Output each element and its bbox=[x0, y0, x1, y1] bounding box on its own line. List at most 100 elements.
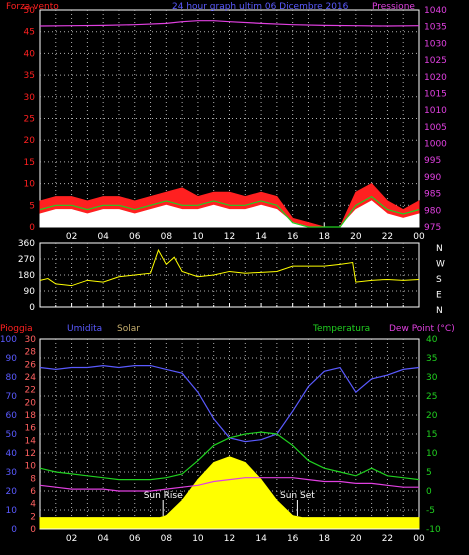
temp-tick-label: 5 bbox=[426, 468, 432, 478]
x-tick-label: 14 bbox=[255, 232, 267, 242]
x-tick-label: 22 bbox=[382, 232, 393, 242]
humidity-tick-label: 10 bbox=[6, 506, 18, 516]
humidity-tick-label: 0 bbox=[11, 525, 17, 535]
x-tick-label: 18 bbox=[319, 232, 331, 242]
left-tick-label: 270 bbox=[18, 255, 35, 265]
x-tick-label: 08 bbox=[161, 232, 173, 242]
rain-tick-label: 10 bbox=[25, 462, 37, 472]
x-tick-label: 02 bbox=[66, 534, 77, 544]
x-tick-label: 12 bbox=[224, 232, 235, 242]
x-tick-label: 08 bbox=[161, 534, 173, 544]
chart-title: 24 hour graph ultim 06 Dicembre 2016 bbox=[172, 2, 349, 12]
humidity-tick-label: 70 bbox=[6, 392, 18, 402]
left-tick-label: 25 bbox=[24, 115, 35, 125]
annotation-label: Sun Rise bbox=[144, 491, 183, 501]
temp-tick-label: 40 bbox=[426, 335, 438, 345]
rain-tick-label: 24 bbox=[25, 373, 37, 383]
right-tick-label: 1035 bbox=[424, 23, 447, 33]
rain-tick-label: 0 bbox=[30, 525, 36, 535]
x-tick-label: 22 bbox=[382, 534, 393, 544]
right-tick-label: 1015 bbox=[424, 89, 447, 99]
right-tick-label: 1040 bbox=[424, 6, 447, 16]
temp-tick-label: -10 bbox=[426, 525, 441, 535]
temp-tick-label: 15 bbox=[426, 430, 437, 440]
x-tick-label: 20 bbox=[350, 232, 362, 242]
humidity-tick-label: 80 bbox=[6, 373, 18, 383]
rain-tick-label: 28 bbox=[25, 348, 37, 358]
left-tick-label: 30 bbox=[24, 93, 36, 103]
right-tick-label: 985 bbox=[424, 190, 441, 200]
left-tick-label: 45 bbox=[24, 28, 35, 38]
humidity-tick-label: 30 bbox=[6, 468, 18, 478]
wind-pressure-panel: 0510152025303540455097598098599099510001… bbox=[6, 2, 447, 242]
rain-tick-label: 20 bbox=[25, 398, 37, 408]
series-magenta-line bbox=[39, 477, 419, 492]
left-tick-label: 50 bbox=[24, 6, 36, 16]
series-green-line bbox=[39, 195, 420, 228]
humidity-tick-label: 50 bbox=[6, 430, 18, 440]
right-tick-label: 1005 bbox=[424, 123, 447, 133]
left-tick-label: 0 bbox=[29, 303, 35, 313]
right-tick-label: 990 bbox=[424, 173, 441, 183]
temp-tick-label: -5 bbox=[426, 506, 435, 516]
compass-label: N bbox=[436, 306, 443, 316]
x-tick-label: 04 bbox=[97, 534, 109, 544]
right-tick-label: 1025 bbox=[424, 56, 447, 66]
annotation-label: Sun Set bbox=[280, 491, 315, 501]
left-tick-label: 90 bbox=[24, 287, 36, 297]
right-tick-label: 975 bbox=[424, 223, 441, 233]
series-green-line bbox=[39, 431, 420, 481]
compass-label: E bbox=[436, 291, 442, 301]
temp-tick-label: 30 bbox=[426, 373, 438, 383]
left-axis-label: Forza vento bbox=[6, 2, 59, 12]
rain-tick-label: 2 bbox=[30, 512, 36, 522]
left-tick-label: 15 bbox=[24, 158, 35, 168]
x-tick-label: 16 bbox=[287, 232, 299, 242]
dewpoint-axis-label: Dew Point (°C) bbox=[389, 324, 455, 334]
rain-humidity-temp-panel: 0102030405060708090100024681012141618202… bbox=[0, 324, 455, 544]
right-tick-label: 1030 bbox=[424, 39, 447, 49]
x-tick-label: 00 bbox=[413, 232, 425, 242]
x-tick-label: 02 bbox=[66, 232, 77, 242]
temp-tick-label: 20 bbox=[426, 411, 438, 421]
x-tick-label: 20 bbox=[350, 534, 362, 544]
humidity-tick-label: 90 bbox=[6, 354, 18, 364]
solar-axis-label: Solar bbox=[117, 324, 140, 334]
rain-tick-label: 6 bbox=[30, 487, 36, 497]
x-tick-label: 10 bbox=[192, 232, 204, 242]
x-tick-label: 10 bbox=[192, 534, 204, 544]
x-tick-label: 00 bbox=[413, 534, 425, 544]
x-tick-label: 06 bbox=[129, 534, 141, 544]
x-tick-label: 04 bbox=[97, 232, 109, 242]
humidity-tick-label: 100 bbox=[0, 335, 17, 345]
temp-tick-label: 0 bbox=[426, 487, 432, 497]
series-direction-line bbox=[39, 248, 420, 287]
right-tick-label: 980 bbox=[424, 206, 441, 216]
rain-tick-label: 14 bbox=[25, 436, 37, 446]
rain-tick-label: 18 bbox=[25, 411, 37, 421]
left-tick-label: 35 bbox=[24, 71, 35, 81]
x-tick-label: 06 bbox=[129, 232, 141, 242]
left-tick-label: 0 bbox=[29, 223, 35, 233]
temp-tick-label: 10 bbox=[426, 449, 438, 459]
left-tick-label: 20 bbox=[24, 136, 36, 146]
humidity-tick-label: 40 bbox=[6, 449, 18, 459]
temp-axis-label: Temperatura bbox=[312, 324, 370, 334]
humidity-tick-label: 60 bbox=[6, 411, 18, 421]
compass-label: W bbox=[436, 260, 445, 270]
rain-tick-label: 16 bbox=[25, 424, 37, 434]
left-tick-label: 5 bbox=[29, 201, 35, 211]
left-tick-label: 40 bbox=[24, 49, 36, 59]
rain-axis-label: Pioggia bbox=[0, 324, 33, 334]
rain-tick-label: 4 bbox=[30, 500, 36, 510]
temp-tick-label: 25 bbox=[426, 392, 437, 402]
rain-tick-label: 26 bbox=[25, 360, 37, 370]
compass-label: S bbox=[436, 275, 442, 285]
temp-tick-label: 35 bbox=[426, 354, 437, 364]
humidity-axis-label: Umidita bbox=[67, 324, 102, 334]
series-solar-area bbox=[39, 456, 420, 529]
right-tick-label: 1020 bbox=[424, 73, 447, 83]
left-tick-label: 180 bbox=[18, 271, 35, 281]
rain-tick-label: 22 bbox=[25, 386, 36, 396]
